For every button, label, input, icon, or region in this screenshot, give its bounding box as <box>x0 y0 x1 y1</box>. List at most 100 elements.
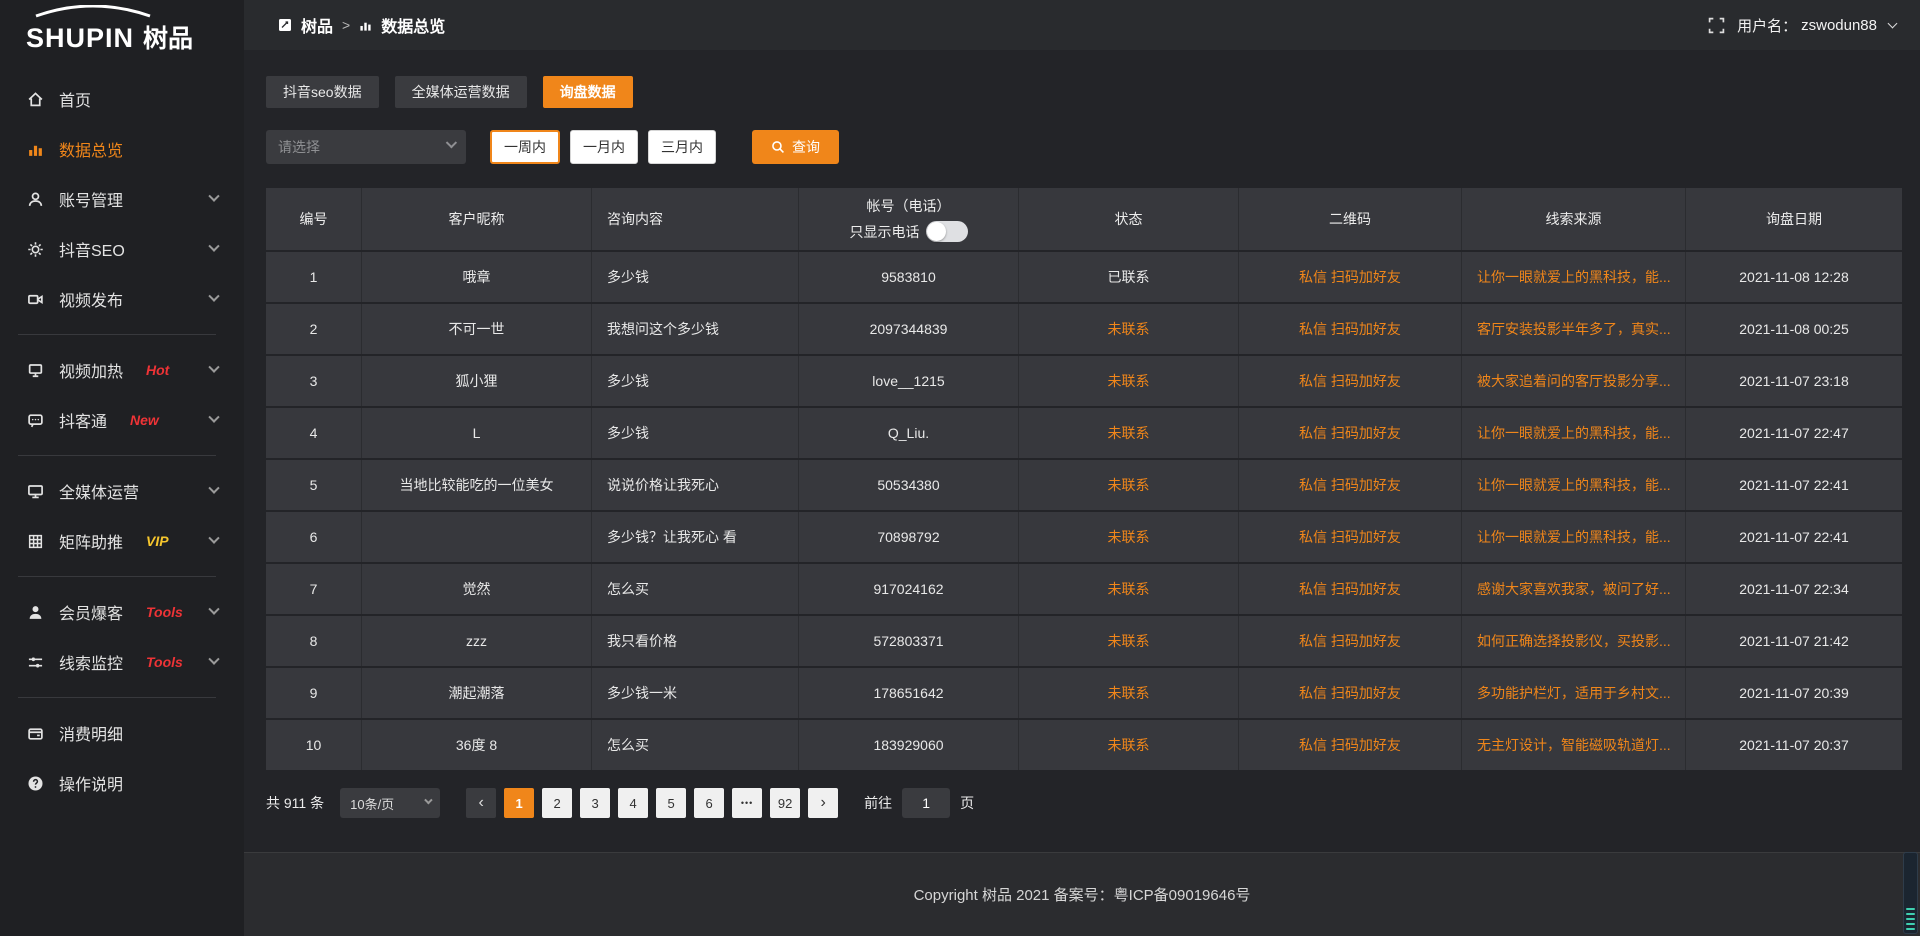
select-chevron-icon <box>445 137 458 149</box>
row-source-link[interactable]: 让你一眼就爱上的黑科技，能... <box>1462 252 1686 302</box>
row-qrcode-link[interactable]: 私信 扫码加好友 <box>1239 356 1462 406</box>
breadcrumb: 树品 > 数据总览 <box>278 13 445 37</box>
floating-widget[interactable] <box>1903 852 1918 934</box>
page-button-6[interactable]: 6 <box>694 788 725 818</box>
row-source-link[interactable]: 让你一眼就爱上的黑科技，能... <box>1462 408 1686 458</box>
sidebar-item-account-management[interactable]: 账号管理 <box>0 174 244 224</box>
sidebar-item-omnimedia-operation[interactable]: 全媒体运营 <box>0 466 244 516</box>
sliders-icon <box>26 653 44 671</box>
sidebar-item-member-burst[interactable]: 会员爆客 Tools <box>0 587 244 637</box>
sidebar-item-label: 视频发布 <box>59 293 124 310</box>
user-chevron-down-icon[interactable] <box>1887 18 1898 28</box>
row-id: 6 <box>266 512 362 562</box>
table-header-row: 编号 客户昵称 咨询内容 帐号（电话） 只显示电话 状态 二维码 线索来源 询盘… <box>266 188 1902 250</box>
tab-inquiry-data[interactable]: 询盘数据 <box>542 76 633 108</box>
chevron-down-icon <box>208 532 220 544</box>
row-qrcode-link[interactable]: 私信 扫码加好友 <box>1239 460 1462 510</box>
row-nickname: 觉然 <box>362 564 592 614</box>
row-qrcode-link[interactable]: 私信 扫码加好友 <box>1239 304 1462 354</box>
page-button-2[interactable]: 2 <box>542 788 573 818</box>
row-nickname <box>362 512 592 562</box>
tab-douyin-seo-data[interactable]: 抖音seo数据 <box>266 76 379 108</box>
footer: Copyright 树品 2021 备案号：粤ICP备09019646号 <box>244 852 1920 936</box>
sidebar-item-help[interactable]: 操作说明 <box>0 758 244 808</box>
table-row: 6 多少钱？让我死心 看 70898792 未联系 私信 扫码加好友 让你一眼就… <box>266 512 1902 562</box>
grid-icon <box>26 532 44 550</box>
tab-omnimedia-data[interactable]: 全媒体运营数据 <box>394 76 527 108</box>
copyright-text: Copyright 树品 2021 备案号：粤ICP备09019646号 <box>913 887 1251 904</box>
row-date: 2021-11-07 22:41 <box>1739 477 1849 493</box>
sidebar-item-data-overview[interactable]: 数据总览 <box>0 124 244 174</box>
row-source-link[interactable]: 如何正确选择投影仪，买投影... <box>1462 616 1686 666</box>
row-qrcode-link[interactable]: 私信 扫码加好友 <box>1239 720 1462 770</box>
page-button-1[interactable]: 1 <box>504 788 535 818</box>
row-qrcode-link[interactable]: 私信 扫码加好友 <box>1239 408 1462 458</box>
row-date: 2021-11-07 20:37 <box>1739 737 1849 753</box>
logo-text-cn: 树品 <box>143 24 194 53</box>
page-button-4[interactable]: 4 <box>618 788 649 818</box>
content: 抖音seo数据 全媒体运营数据 询盘数据 请选择 一周内 一月内 三月内 查询 <box>244 50 1920 852</box>
sidebar-item-label: 矩阵助推 <box>59 535 124 552</box>
screen-icon <box>26 361 44 379</box>
row-qrcode-link[interactable]: 私信 扫码加好友 <box>1239 252 1462 302</box>
page-button-92[interactable]: 92 <box>770 788 801 818</box>
row-source-link[interactable]: 多功能护栏灯，适用于乡村文... <box>1462 668 1686 718</box>
range-three-month-button[interactable]: 三月内 <box>648 130 716 164</box>
sidebar-item-home[interactable]: 首页 <box>0 74 244 124</box>
row-status: 未联系 <box>1019 460 1239 510</box>
row-source-link[interactable]: 被大家追着问的客厅投影分享... <box>1462 356 1686 406</box>
member-icon <box>26 603 44 621</box>
breadcrumb-root[interactable]: 树品 <box>301 19 334 36</box>
fullscreen-icon[interactable] <box>1708 17 1725 34</box>
sidebar-item-video-heat[interactable]: 视频加热 Hot <box>0 345 244 395</box>
prev-page-button[interactable]: ‹ <box>466 788 497 818</box>
filter-bar: 请选择 一周内 一月内 三月内 查询 <box>266 130 1902 164</box>
page-button-3[interactable]: 3 <box>580 788 611 818</box>
account-select[interactable]: 请选择 <box>266 130 466 164</box>
search-button[interactable]: 查询 <box>752 130 839 164</box>
row-qrcode-link[interactable]: 私信 扫码加好友 <box>1239 616 1462 666</box>
row-source-link[interactable]: 客厅安装投影半年多了，真实... <box>1462 304 1686 354</box>
row-qrcode-link[interactable]: 私信 扫码加好友 <box>1239 512 1462 562</box>
sidebar-item-douketong[interactable]: 抖客通 New <box>0 395 244 445</box>
row-qrcode-link[interactable]: 私信 扫码加好友 <box>1239 564 1462 614</box>
select-placeholder: 请选择 <box>278 139 320 155</box>
chevron-down-icon <box>208 290 220 302</box>
row-status: 未联系 <box>1019 408 1239 458</box>
logo-arc-icon <box>32 4 154 23</box>
sidebar-item-expense-detail[interactable]: 消费明细 <box>0 708 244 758</box>
hot-badge: Hot <box>146 362 170 378</box>
row-qrcode-link[interactable]: 私信 扫码加好友 <box>1239 668 1462 718</box>
username-label: 用户名： <box>1737 17 1798 35</box>
inquiry-table: 编号 客户昵称 咨询内容 帐号（电话） 只显示电话 状态 二维码 线索来源 询盘… <box>266 188 1902 770</box>
pagination: 共 911 条 10条/页 ‹ 1 2 3 4 5 6 ••• 92 › 前往 … <box>266 788 1902 818</box>
sidebar-item-matrix-boost[interactable]: 矩阵助推 VIP <box>0 516 244 566</box>
sidebar-item-lead-monitor[interactable]: 线索监控 Tools <box>0 637 244 687</box>
row-source-link[interactable]: 让你一眼就爱上的黑科技，能... <box>1462 512 1686 562</box>
username[interactable]: zswodun88 <box>1801 16 1877 34</box>
account-header-label: 帐号（电话） <box>866 198 951 214</box>
row-source-link[interactable]: 感谢大家喜欢我家，被问了好... <box>1462 564 1686 614</box>
goto-page-input[interactable] <box>902 788 951 818</box>
sidebar-item-label: 线索监控 <box>59 656 124 673</box>
bar-chart-icon <box>26 140 44 158</box>
row-date: 2021-11-07 21:42 <box>1739 633 1849 649</box>
row-content: 我只看价格 <box>592 616 799 666</box>
page-button-5[interactable]: 5 <box>656 788 687 818</box>
range-one-month-button[interactable]: 一月内 <box>570 130 638 164</box>
range-one-week-button[interactable]: 一周内 <box>490 130 560 164</box>
sidebar-item-video-publish[interactable]: 视频发布 <box>0 274 244 324</box>
row-source-link[interactable]: 无主灯设计，智能磁吸轨道灯... <box>1462 720 1686 770</box>
row-nickname: 哦章 <box>362 252 592 302</box>
monitor-icon <box>26 482 44 500</box>
sidebar-item-douyin-seo[interactable]: 抖音SEO <box>0 224 244 274</box>
table-row: 5 当地比较能吃的一位美女 说说价格让我死心 50534380 未联系 私信 扫… <box>266 460 1902 510</box>
goto-label: 前往 <box>864 795 893 811</box>
col-header-account: 帐号（电话） 只显示电话 <box>799 188 1019 250</box>
phone-only-toggle[interactable] <box>925 221 968 242</box>
next-page-button[interactable]: › <box>808 788 839 818</box>
row-source-link[interactable]: 让你一眼就爱上的黑科技，能... <box>1462 460 1686 510</box>
row-content: 多少钱 <box>592 252 799 302</box>
page-ellipsis-button[interactable]: ••• <box>732 788 763 818</box>
page-size-select[interactable]: 10条/页 <box>340 788 441 818</box>
